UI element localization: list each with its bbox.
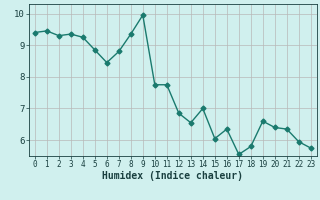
X-axis label: Humidex (Indice chaleur): Humidex (Indice chaleur) bbox=[102, 171, 243, 181]
